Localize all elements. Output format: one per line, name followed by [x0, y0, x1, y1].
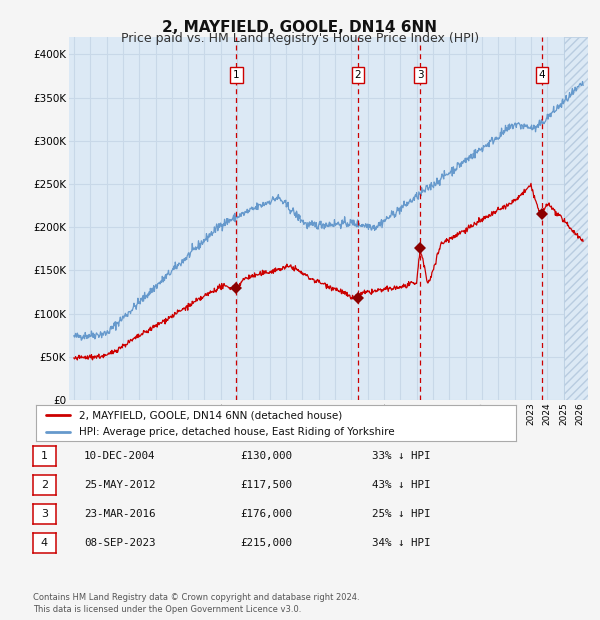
Text: 25% ↓ HPI: 25% ↓ HPI [372, 509, 431, 519]
Text: 25-MAY-2012: 25-MAY-2012 [84, 480, 155, 490]
Text: £176,000: £176,000 [240, 509, 292, 519]
Text: 3: 3 [417, 70, 424, 80]
Text: 43% ↓ HPI: 43% ↓ HPI [372, 480, 431, 490]
Text: 1: 1 [233, 70, 239, 80]
Text: 10-DEC-2004: 10-DEC-2004 [84, 451, 155, 461]
Text: 2: 2 [41, 480, 48, 490]
Text: 1: 1 [41, 451, 48, 461]
Text: Price paid vs. HM Land Registry's House Price Index (HPI): Price paid vs. HM Land Registry's House … [121, 32, 479, 45]
Text: 34% ↓ HPI: 34% ↓ HPI [372, 538, 431, 548]
Text: Contains HM Land Registry data © Crown copyright and database right 2024.
This d: Contains HM Land Registry data © Crown c… [33, 593, 359, 614]
Text: 08-SEP-2023: 08-SEP-2023 [84, 538, 155, 548]
Text: 2, MAYFIELD, GOOLE, DN14 6NN (detached house): 2, MAYFIELD, GOOLE, DN14 6NN (detached h… [79, 410, 343, 420]
Text: HPI: Average price, detached house, East Riding of Yorkshire: HPI: Average price, detached house, East… [79, 427, 395, 438]
Text: 4: 4 [41, 538, 48, 548]
Text: 23-MAR-2016: 23-MAR-2016 [84, 509, 155, 519]
Text: 3: 3 [41, 509, 48, 519]
Text: 2: 2 [355, 70, 361, 80]
Bar [563, 37, 588, 400]
Text: £215,000: £215,000 [240, 538, 292, 548]
Text: 2, MAYFIELD, GOOLE, DN14 6NN: 2, MAYFIELD, GOOLE, DN14 6NN [163, 20, 437, 35]
Text: 4: 4 [539, 70, 545, 80]
Text: £130,000: £130,000 [240, 451, 292, 461]
Text: 33% ↓ HPI: 33% ↓ HPI [372, 451, 431, 461]
Text: £117,500: £117,500 [240, 480, 292, 490]
